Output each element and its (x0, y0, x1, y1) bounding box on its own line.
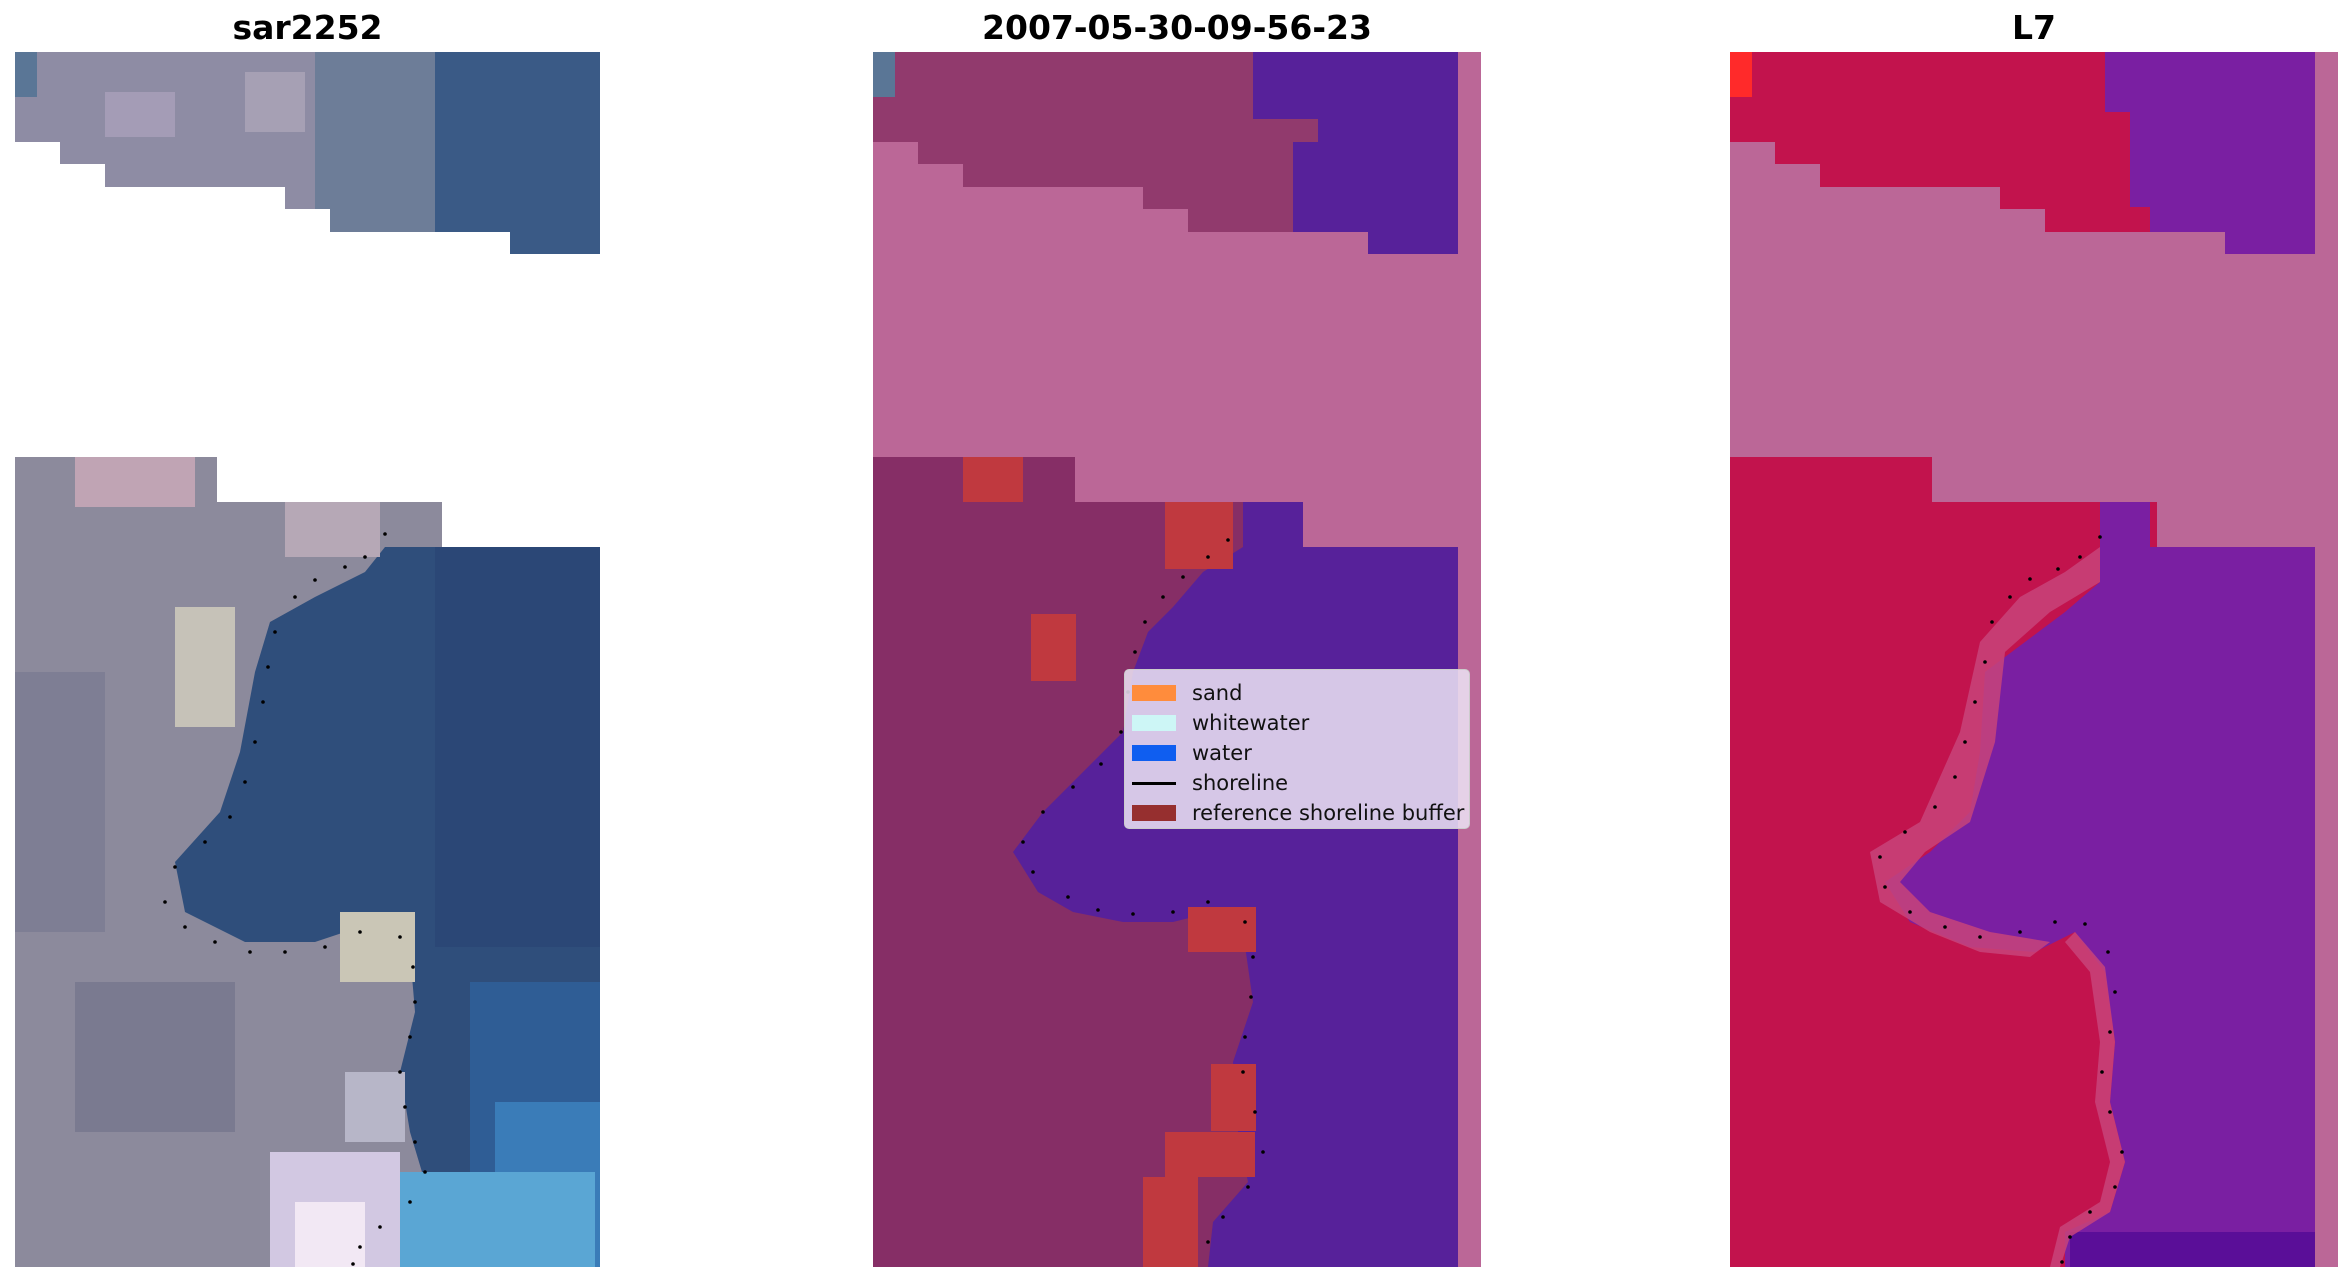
sand-swatch (1132, 685, 1176, 701)
legend-label: reference shoreline buffer (1192, 801, 1465, 825)
legend-item-whitewater: whitewater (1132, 708, 1469, 738)
panel-title-classification: 2007-05-30-09-56-23 (982, 8, 1372, 47)
rgb-image (15, 52, 600, 1267)
buffer-swatch (1132, 805, 1176, 821)
legend-item-sand: sand (1132, 678, 1469, 708)
index-panel (1730, 52, 2338, 1267)
legend-label: water (1192, 741, 1252, 765)
legend-label: shoreline (1192, 771, 1289, 795)
legend-label: sand (1192, 681, 1243, 705)
shoreline-line-swatch (1132, 781, 1176, 785)
legend-item-water: water (1132, 738, 1469, 768)
legend-item-buffer: reference shoreline buffer (1132, 798, 1469, 828)
index-map (1730, 52, 2338, 1267)
rgb-image-panel (15, 52, 600, 1267)
panel-title-rgb: sar2252 (232, 8, 383, 47)
water-swatch (1132, 745, 1176, 761)
legend-label: whitewater (1192, 711, 1310, 735)
legend-item-shoreline: shoreline (1132, 768, 1469, 798)
classification-panel (873, 52, 1481, 1267)
legend: sand whitewater water shoreline referenc… (1124, 669, 1470, 829)
whitewater-swatch (1132, 715, 1176, 731)
panel-title-index: L7 (2012, 8, 2056, 47)
classification-map (873, 52, 1481, 1267)
